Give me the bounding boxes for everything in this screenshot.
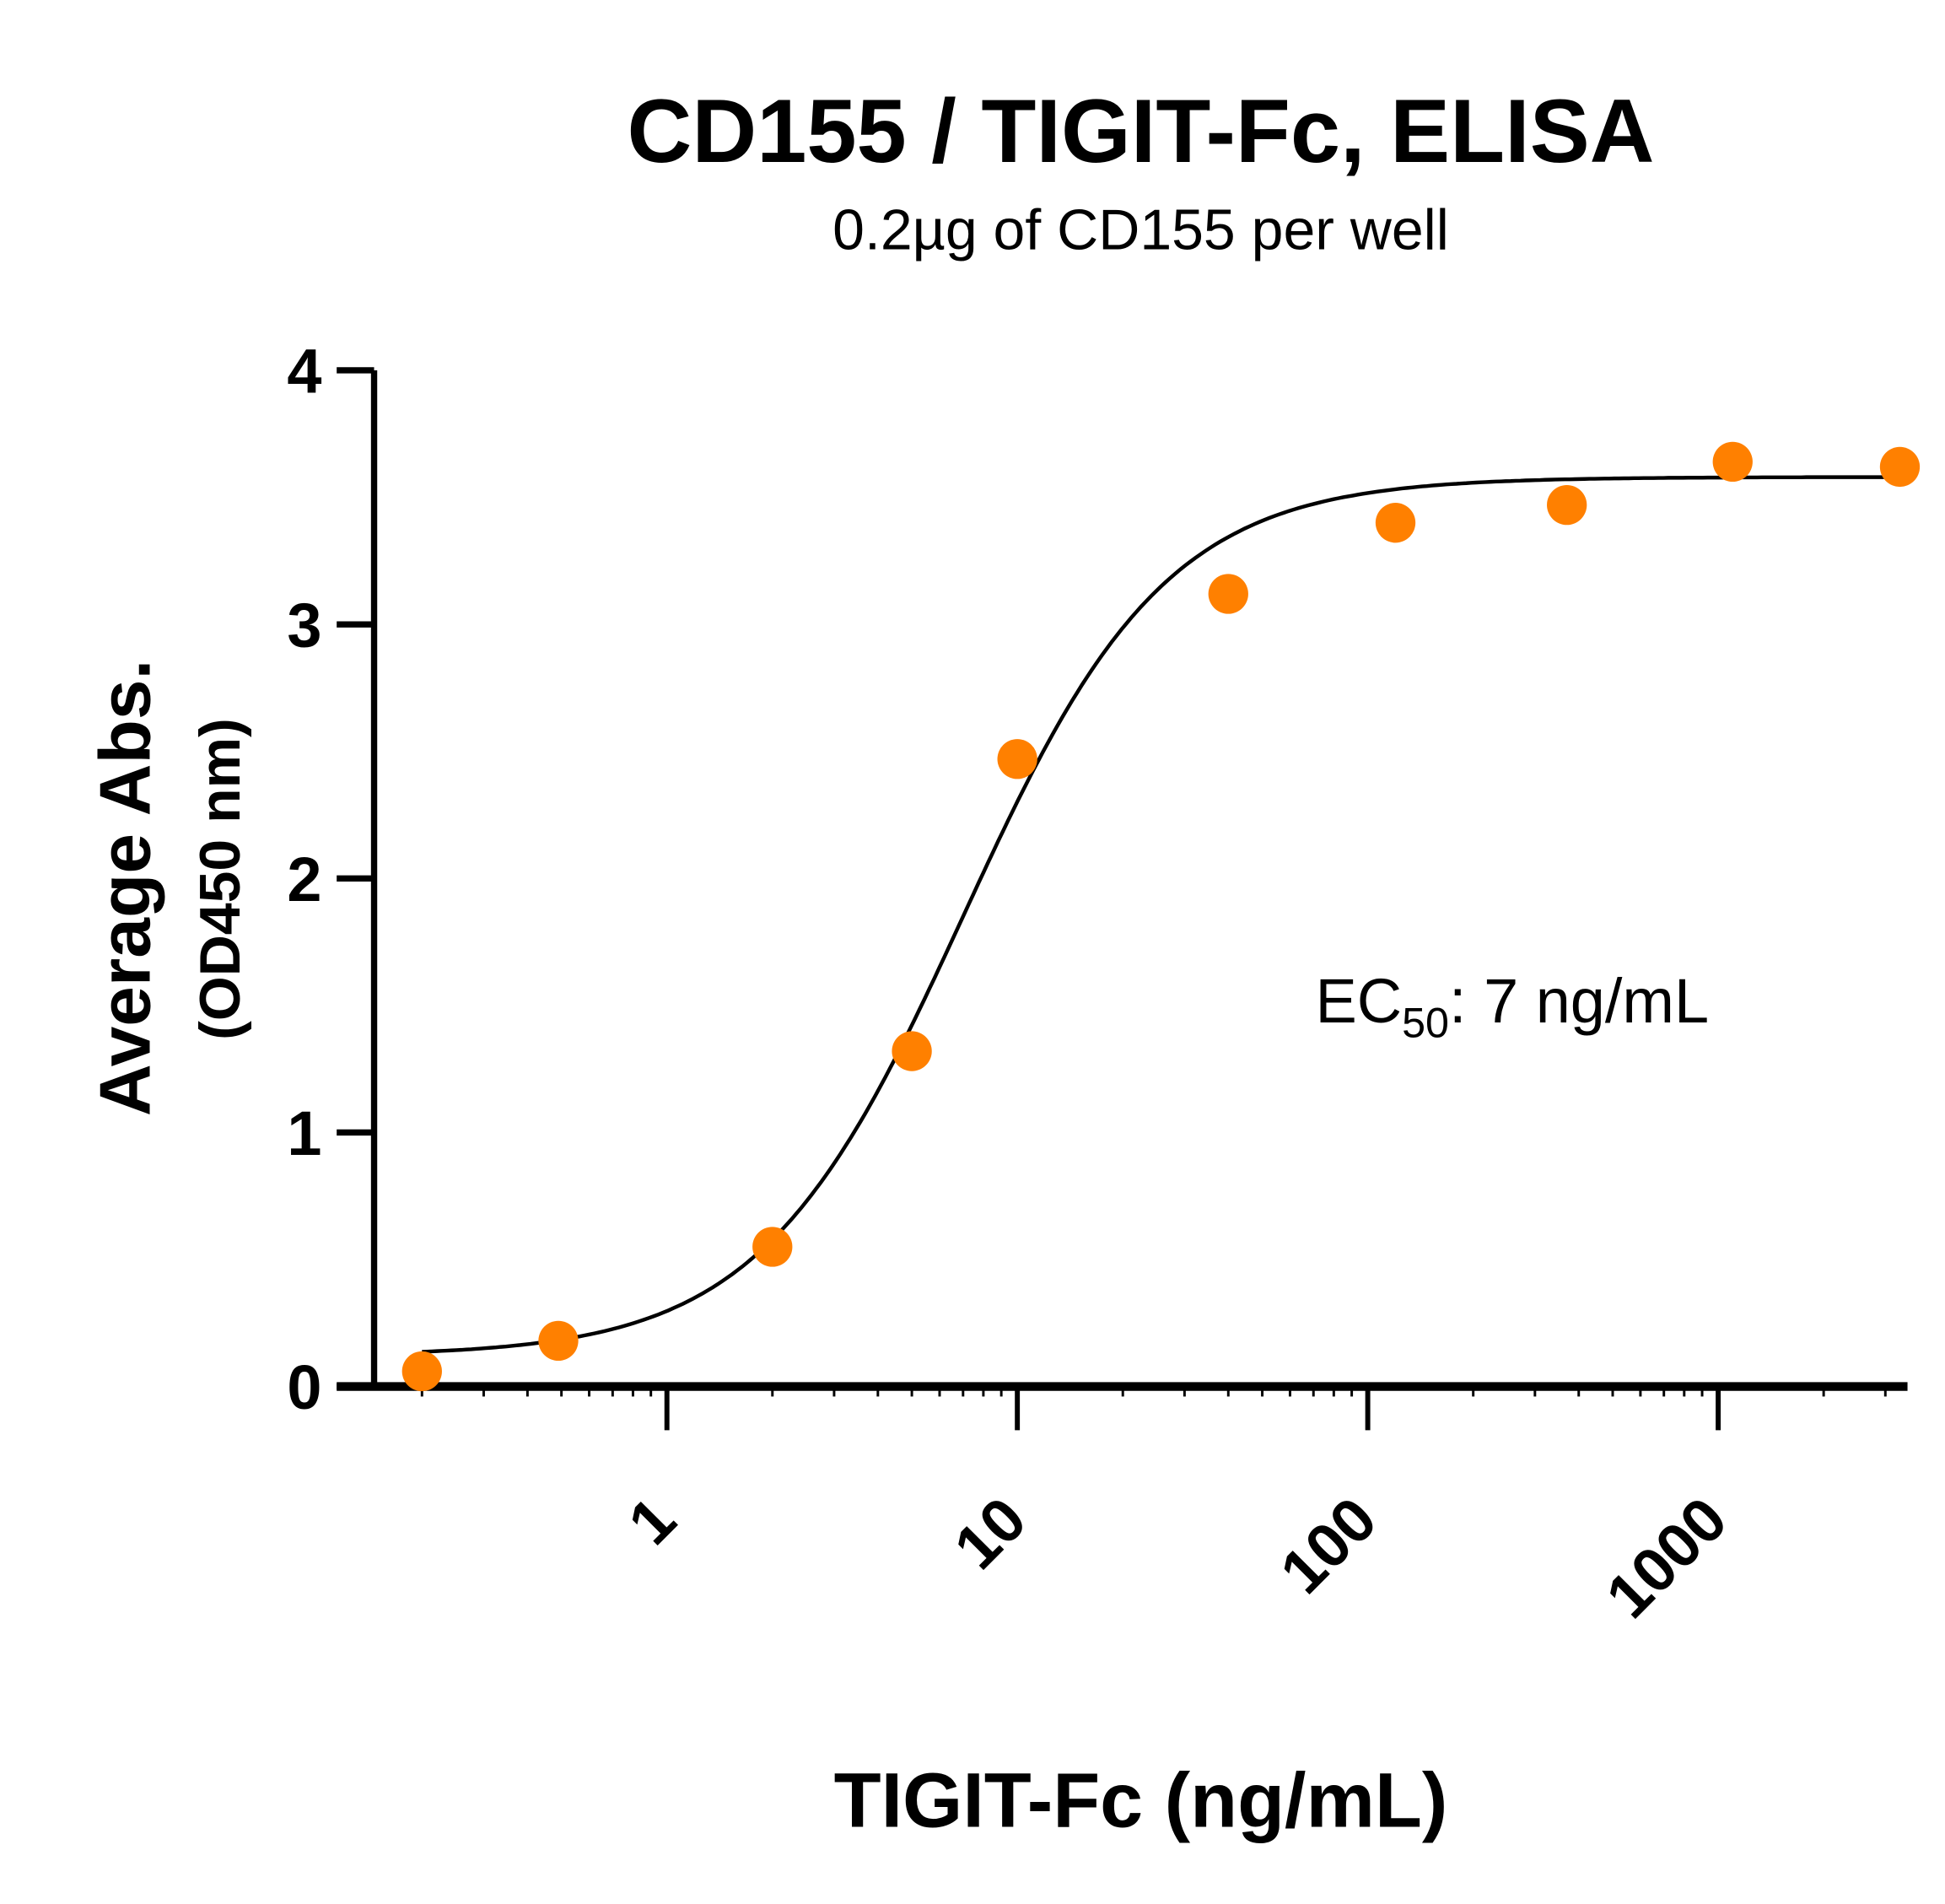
x-axis-label: TIGIT-Fc (ng/mL) [834, 1757, 1448, 1843]
y-tick-label: 4 [287, 337, 321, 407]
x-tick-label: 1 [615, 1484, 689, 1558]
fit-curve-group [422, 475, 1900, 1354]
data-point [1879, 446, 1921, 488]
chart-title: CD155 / TIGIT-Fc, ELISA [628, 81, 1655, 181]
data-point [892, 1031, 932, 1071]
data-point [538, 1320, 579, 1362]
chart-subtitle: 0.2µg of CD155 per well [832, 198, 1449, 262]
ec50-annotation: EC50: 7 ng/mL [1315, 966, 1709, 1047]
data-point [1547, 484, 1587, 526]
data-point [1712, 441, 1753, 483]
data-point [997, 739, 1037, 779]
ec50-value: : 7 ng/mL [1449, 966, 1709, 1036]
y-tick-label: 3 [287, 591, 321, 661]
y-axis-sublabel: (OD450 nm) [188, 718, 252, 1040]
ec50-prefix: EC [1315, 966, 1402, 1036]
data-points [401, 441, 1921, 1392]
y-axis-label: Average Abs. [84, 660, 165, 1117]
y-tick-label: 1 [287, 1098, 321, 1168]
x-tick-label: 1000 [1592, 1484, 1740, 1632]
y-tick-label: 2 [287, 844, 321, 914]
data-point [752, 1227, 793, 1267]
fit-curve [422, 475, 1900, 1354]
x-tick-label: 10 [940, 1484, 1039, 1583]
data-point [1208, 574, 1248, 614]
y-tick-label: 0 [287, 1352, 321, 1422]
data-point [1375, 503, 1416, 543]
x-tick-label: 100 [1267, 1484, 1390, 1607]
ec50-subscript: 50 [1402, 1000, 1449, 1047]
data-point [401, 1351, 442, 1392]
